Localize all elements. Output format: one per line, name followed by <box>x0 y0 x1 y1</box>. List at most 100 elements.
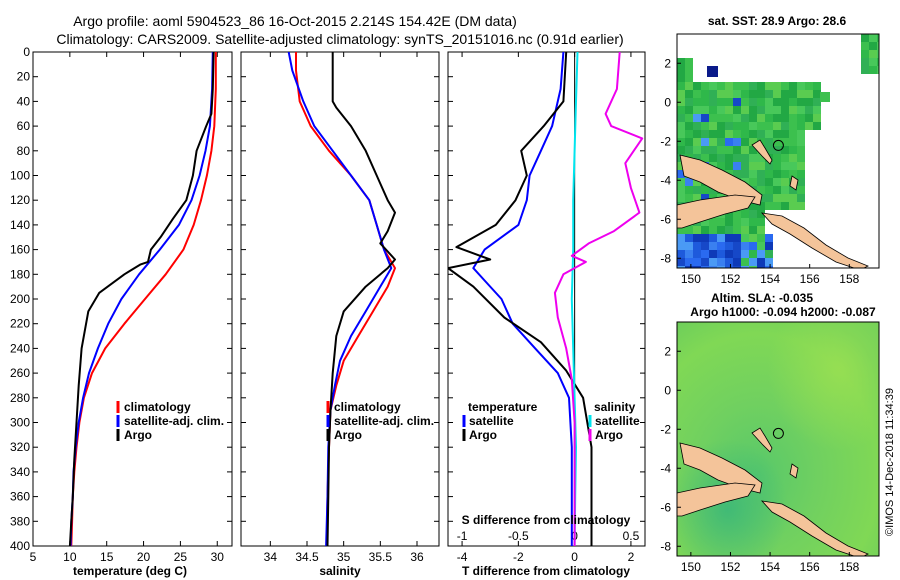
y-tick-label: 20 <box>17 70 31 84</box>
sst-cell <box>701 98 709 106</box>
sst-cell <box>701 266 709 268</box>
sst-map-frame <box>676 33 880 269</box>
salinity-series <box>287 52 396 546</box>
sst-cell <box>773 202 781 210</box>
legend-label-t-argo: Argo <box>469 428 497 442</box>
sst-cell <box>757 114 765 122</box>
sst-cell <box>797 162 805 170</box>
sst-cell <box>693 234 701 242</box>
legend-label-satellite-adj: satellite-adj. clim. <box>334 414 434 428</box>
sst-cell <box>693 154 701 162</box>
sst-cell <box>733 90 741 98</box>
sst-cell <box>797 154 805 162</box>
y-tick-label: 240 <box>10 341 30 355</box>
sst-cell <box>677 266 685 268</box>
sst-cell <box>733 106 741 114</box>
sst-cell <box>773 154 781 162</box>
sst-cell <box>781 138 789 146</box>
sst-cell <box>733 266 741 268</box>
solomon-islands-land <box>760 212 869 268</box>
y-tick-label: 180 <box>10 267 30 281</box>
sst-cell <box>741 218 749 226</box>
sst-cell <box>741 266 749 268</box>
sst-cell <box>733 162 741 170</box>
sst-cell <box>725 114 733 122</box>
sst-cell <box>677 162 685 170</box>
x-tick-label: 30 <box>211 550 225 564</box>
sst-cell <box>781 202 789 210</box>
sst-cell <box>749 170 757 178</box>
sst-cell <box>877 34 879 42</box>
sst-cell <box>757 154 765 162</box>
sst-cell <box>717 234 725 242</box>
map-y-tick-label: -8 <box>660 251 671 265</box>
sst-cell <box>820 92 830 102</box>
sst-cell <box>709 250 717 258</box>
sst-cell <box>797 138 805 146</box>
sst-cell <box>773 178 781 186</box>
sst-cell <box>757 234 765 242</box>
sst-cell <box>781 90 789 98</box>
sst-cell <box>757 266 765 268</box>
sst-cell <box>709 146 717 154</box>
sst-cell <box>797 194 805 202</box>
copyright-text: ©IMOS 14-Dec-2018 11:34:39 <box>884 388 896 536</box>
sst-cell <box>789 114 797 122</box>
sst-cell <box>733 146 741 154</box>
sst-cell <box>709 186 717 194</box>
sst-cell <box>749 90 757 98</box>
sst-cell <box>869 34 877 42</box>
y-tick-label: 260 <box>10 366 30 380</box>
sst-cell <box>685 250 693 258</box>
map-y-tick-label: -2 <box>660 134 671 148</box>
sst-cell <box>749 130 757 138</box>
sst-cell <box>725 122 733 130</box>
sst-cell <box>797 90 805 98</box>
sst-cell <box>709 266 717 268</box>
legend-label-t-satellite: satellite <box>469 414 514 428</box>
sst-cell <box>741 114 749 122</box>
sst-cell <box>725 90 733 98</box>
sst-cell <box>693 98 701 106</box>
sst-cell <box>677 114 685 122</box>
legend-label-argo: Argo <box>124 428 152 442</box>
sst-cell <box>685 82 693 90</box>
sst-cell <box>725 234 733 242</box>
sst-cell <box>685 90 693 98</box>
y-tick-label: 0 <box>23 45 30 59</box>
map-y-tick-label: -2 <box>660 422 671 436</box>
sst-cell <box>677 74 685 82</box>
sst-cell <box>701 146 709 154</box>
sst-cell <box>693 226 701 234</box>
sst-cell <box>725 210 733 218</box>
sst-cell <box>717 154 725 162</box>
sst-cell <box>741 154 749 162</box>
sst-cell <box>757 258 765 266</box>
sst-cell <box>693 90 701 98</box>
sst-cell <box>677 186 685 194</box>
sst-cell <box>741 226 749 234</box>
map-y-tick-label: 0 <box>664 95 671 109</box>
sst-cell <box>741 258 749 266</box>
sst-cell <box>757 210 765 218</box>
sst-cell <box>773 122 781 130</box>
sst-cell <box>741 98 749 106</box>
sst-cell <box>685 138 693 146</box>
sst-cell <box>773 114 781 122</box>
sst-cell <box>749 210 757 218</box>
sst-cell <box>861 58 869 66</box>
temperature-legend: climatology satellite-adj. clim. Argo <box>116 400 224 442</box>
map-y-tick-label: -4 <box>660 461 671 475</box>
sst-cell <box>757 250 765 258</box>
sst-cell <box>757 90 765 98</box>
sst-cell <box>773 162 781 170</box>
sst-cell <box>709 82 717 90</box>
sst-cell <box>765 138 773 146</box>
sst-cell <box>765 114 773 122</box>
sst-cell <box>749 114 757 122</box>
sst-cell <box>709 138 717 146</box>
sst-cell <box>677 90 685 98</box>
sst-cell <box>773 98 781 106</box>
map-x-tick-label: 150 <box>681 560 701 574</box>
sst-cell <box>725 146 733 154</box>
